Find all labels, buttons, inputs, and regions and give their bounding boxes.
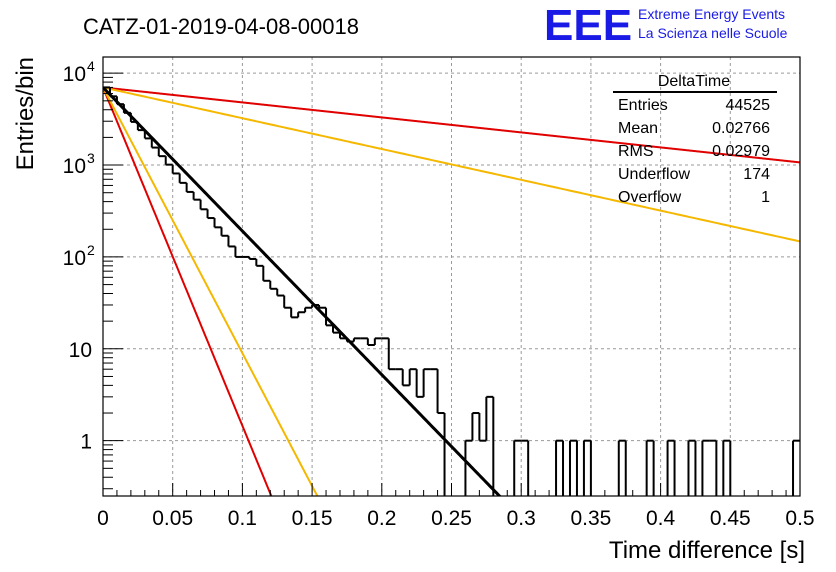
stats-label-underflow: Underflow: [618, 166, 690, 183]
plot-frame: [102, 56, 801, 497]
fit-curve: [103, 86, 502, 496]
histogram-series: [103, 86, 800, 496]
x-tick-label: 0.05: [152, 507, 193, 530]
x-tick-label: 0.35: [570, 507, 611, 530]
y-tick-label: 10: [63, 63, 86, 86]
logo-line-2: La Scienza nelle Scuole: [638, 25, 788, 41]
fit-curve: [103, 86, 319, 496]
x-tick-label: 0.5: [785, 507, 814, 530]
stats-label-overflow: Overflow: [618, 189, 682, 206]
y-tick-label: 10: [63, 155, 86, 178]
y-tick-label: 10: [63, 247, 86, 270]
chart-title: CATZ-01-2019-04-08-00018: [83, 14, 359, 39]
x-axis-label: Time difference [s]: [609, 537, 805, 564]
y-tick-exponent: 4: [87, 58, 95, 74]
fit-curve: [103, 86, 800, 164]
stats-title: DeltaTime: [658, 73, 730, 90]
stats-value-mean: 0.02766: [712, 120, 770, 137]
fit-curve: [103, 86, 800, 243]
y-tick-exponent: 2: [87, 242, 95, 258]
y-tick-exponent: 3: [87, 150, 95, 166]
stats-value-underflow: 174: [743, 166, 770, 183]
stats-box: DeltaTime Entries 44525 Mean 0.02766 RMS…: [613, 73, 777, 206]
y-tick-label: 1: [80, 431, 92, 454]
stats-value-entries: 44525: [726, 97, 771, 114]
x-tick-label: 0: [97, 507, 109, 530]
x-tick-label: 0.2: [367, 507, 396, 530]
x-tick-label: 0.1: [228, 507, 257, 530]
stats-label-mean: Mean: [618, 120, 658, 137]
x-tick-label: 0.15: [292, 507, 333, 530]
x-tick-label: 0.45: [710, 507, 751, 530]
logo-mark: EEE: [544, 1, 632, 50]
x-tick-label: 0.25: [431, 507, 472, 530]
eee-logo: EEE Extreme Energy Events La Scienza nel…: [544, 1, 788, 50]
stats-label-rms: RMS: [618, 143, 654, 160]
fit-curve: [103, 87, 273, 496]
x-tick-label: 0.3: [507, 507, 536, 530]
fit-curves: [103, 86, 800, 496]
x-tick-label: 0.4: [646, 507, 676, 530]
stats-value-overflow: 1: [761, 189, 770, 206]
logo-line-1: Extreme Energy Events: [638, 6, 785, 22]
stats-value-rms: 0.02979: [712, 143, 770, 160]
axes: 0 0.05 0.1 0.15 0.2 0.25 0.3 0.35 0.4 0.45 0.5 1 10 1…: [63, 56, 815, 530]
y-axis-label: Entries/bin: [12, 57, 39, 170]
stats-label-entries: Entries: [618, 97, 668, 114]
y-tick-label: 10: [69, 339, 92, 362]
